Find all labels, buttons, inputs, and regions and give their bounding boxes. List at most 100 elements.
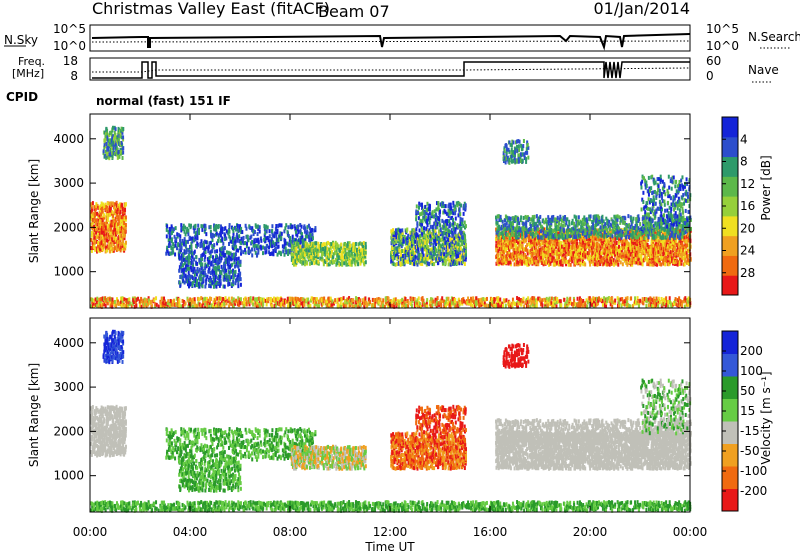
- power-cell: [215, 275, 217, 279]
- power-cell: [475, 296, 477, 300]
- power-cell: [435, 249, 437, 253]
- power-cell: [577, 297, 579, 301]
- power-cell: [240, 283, 242, 287]
- power-cell: [111, 243, 113, 247]
- power-cell: [182, 263, 184, 267]
- power-cell: [427, 245, 429, 249]
- power-cell: [406, 241, 408, 245]
- power-cell: [125, 202, 127, 206]
- power-cell: [297, 242, 299, 246]
- power-cell: [267, 225, 269, 229]
- power-cell: [166, 224, 168, 228]
- freq-tick-bottom: 8: [70, 69, 78, 83]
- cpid-label: CPID: [6, 90, 38, 104]
- power-cell: [406, 228, 408, 232]
- power-cell: [472, 304, 474, 308]
- power-cell: [445, 225, 447, 229]
- power-cell: [260, 239, 262, 243]
- power-cell: [213, 243, 215, 247]
- nsearch-label: N.Search: [748, 30, 800, 44]
- power-cell: [459, 208, 461, 212]
- power-cell: [446, 219, 448, 223]
- power-cell: [231, 263, 233, 267]
- power-cell: [502, 304, 504, 308]
- power-cell: [278, 245, 280, 249]
- power-cell: [121, 203, 123, 207]
- power-cell: [224, 285, 226, 289]
- power-cell: [439, 223, 441, 227]
- power-cell: [309, 262, 311, 266]
- power-cell: [520, 241, 522, 245]
- power-cell: [240, 297, 242, 301]
- power-cell: [452, 250, 454, 254]
- power-cell: [425, 227, 427, 231]
- power-cell: [91, 231, 93, 235]
- power-cell: [122, 127, 124, 131]
- power-cell: [188, 253, 190, 257]
- power-cell: [416, 221, 418, 225]
- power-cell: [433, 262, 435, 266]
- power-cell: [210, 297, 212, 301]
- power-cell: [401, 249, 403, 253]
- power-cell: [299, 245, 301, 249]
- power-cell: [369, 300, 371, 304]
- power-cell: [438, 229, 440, 233]
- power-cell: [317, 260, 319, 264]
- power-cell: [235, 270, 237, 274]
- power-cell: [630, 296, 632, 300]
- power-cell: [242, 250, 244, 254]
- power-cell: [115, 127, 117, 131]
- power-cell: [238, 234, 240, 238]
- power-cell: [450, 206, 452, 210]
- power-cell: [187, 228, 189, 232]
- power-cell: [297, 224, 299, 228]
- power-cell: [240, 277, 242, 281]
- power-cell: [416, 204, 418, 208]
- power-cell: [527, 296, 529, 300]
- power-cell: [92, 201, 94, 205]
- power-cell: [223, 302, 225, 306]
- power-cell: [174, 252, 176, 256]
- power-cell: [240, 260, 242, 264]
- power-cell: [326, 247, 328, 251]
- power-cell: [125, 241, 127, 245]
- power-cell: [580, 298, 582, 302]
- power-cell: [374, 304, 376, 308]
- power-cell: [190, 281, 192, 285]
- power-cell: [587, 300, 589, 304]
- power-cell: [306, 235, 308, 239]
- power-cell: [311, 232, 313, 236]
- power-cell: [96, 297, 98, 301]
- nave-trace: [92, 68, 690, 72]
- power-cell: [365, 245, 367, 249]
- power-cell: [526, 243, 528, 247]
- power-cell: [570, 263, 572, 267]
- power-cell: [121, 141, 123, 145]
- power-cell: [359, 302, 361, 306]
- power-cell: [201, 228, 203, 232]
- power-cell: [463, 212, 465, 216]
- power-cell: [166, 246, 168, 250]
- power-cell: [411, 303, 413, 307]
- power-cell: [497, 252, 499, 256]
- power-cell: [97, 241, 99, 245]
- power-cell: [199, 297, 201, 301]
- power-cell: [125, 215, 127, 219]
- power-cell: [234, 239, 236, 243]
- power-cell: [547, 303, 549, 307]
- power-cell: [533, 296, 535, 300]
- power-cell: [391, 300, 393, 304]
- power-cell: [418, 296, 420, 300]
- nsearch-tick-bottom: 10^0: [706, 39, 739, 53]
- power-cell: [265, 250, 267, 254]
- power-cell: [460, 247, 462, 251]
- power-cell: [251, 240, 253, 244]
- nave-tick-top: 60: [706, 54, 721, 68]
- power-cell: [190, 224, 192, 228]
- power-cell: [464, 221, 466, 225]
- power-cell: [438, 256, 440, 260]
- power-cell: [445, 258, 447, 262]
- power-cell: [96, 218, 98, 222]
- nsky-trace: [92, 34, 690, 47]
- power-cell: [509, 260, 511, 264]
